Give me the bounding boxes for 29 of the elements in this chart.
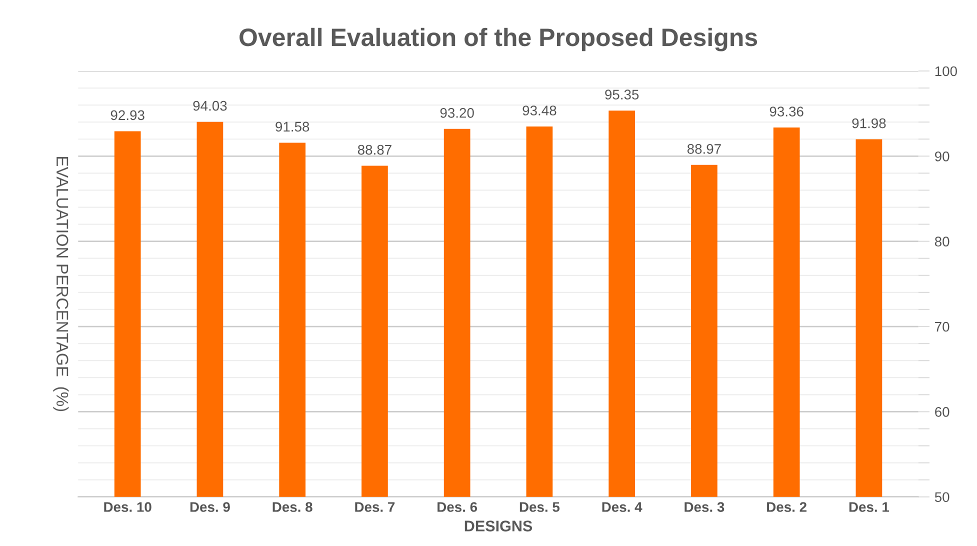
x-tick-label: Des. 5: [520, 502, 560, 512]
y-tick-label: 50: [934, 492, 950, 502]
x-tick-label: Des. 4: [602, 502, 642, 512]
data-label: 93.36: [770, 106, 804, 116]
data-label: 91.98: [852, 118, 886, 128]
data-label: 88.97: [687, 144, 721, 154]
data-label: 93.20: [440, 108, 474, 118]
y-tick-label: 90: [935, 151, 950, 162]
data-label: 93.48: [522, 106, 556, 116]
y-tick-label: 70: [935, 322, 950, 332]
x-tick-label: Des. 9: [190, 502, 230, 512]
y-tick-label: 80: [934, 236, 950, 246]
data-label: 91.58: [276, 122, 310, 132]
x-tick-label: Des. 6: [438, 502, 478, 512]
x-tick-label: Des. 10: [104, 502, 152, 512]
x-axis-title: DESIGNS: [464, 520, 532, 532]
chart-title: Overall Evaluation of the Proposed Designs: [240, 28, 758, 52]
y-axis-title: EVALUATION PERCENTAGE (%): [53, 157, 69, 412]
x-tick-label: Des. 8: [272, 502, 312, 512]
y-tick-label: 60: [935, 407, 950, 417]
data-label: 88.87: [358, 144, 392, 155]
x-tick-label: Des. 7: [355, 502, 395, 512]
y-tick-label: 100: [935, 66, 957, 76]
data-label: 92.93: [110, 110, 144, 120]
data-label: 94.03: [193, 100, 227, 111]
x-tick-label: Des. 1: [849, 502, 890, 512]
data-label: 95.35: [605, 90, 639, 100]
x-tick-label: Des. 2: [767, 502, 806, 512]
x-tick-label: Des. 3: [684, 502, 724, 512]
